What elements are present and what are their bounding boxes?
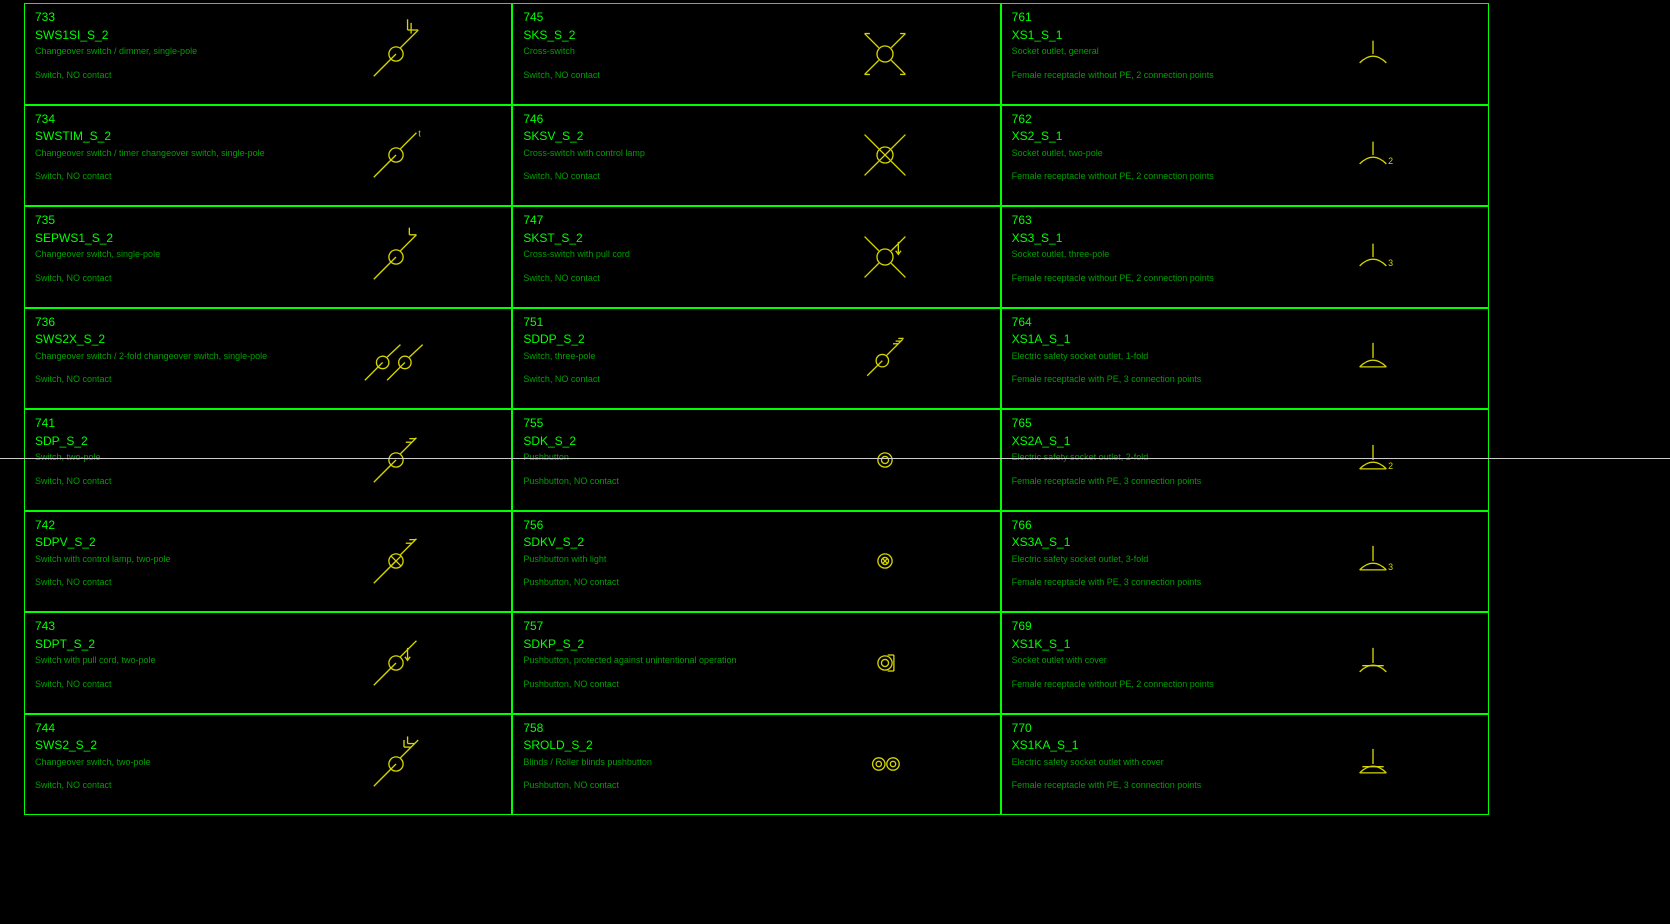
symbol-cell: 756 SDKV_S_2 Pushbutton with light Pushb… [512, 511, 1000, 613]
svg-text:2: 2 [1388, 461, 1393, 471]
symbol-icon [840, 115, 930, 195]
symbol-icon: 2 [1328, 420, 1418, 500]
symbol-cell: 735 SEPWS1_S_2 Changeover switch, single… [24, 206, 512, 308]
symbol-cell: 751 SDDP_S_2 Switch, three-pole Switch, … [512, 308, 1000, 410]
symbol-cell: 761 XS1_S_1 Socket outlet, general Femal… [1001, 3, 1489, 105]
symbol-cell: 757 SDKP_S_2 Pushbutton, protected again… [512, 612, 1000, 714]
symbol-cell: 769 XS1K_S_1 Socket outlet with cover Fe… [1001, 612, 1489, 714]
symbol-icon: t [351, 115, 441, 195]
symbol-icon: 3 [1328, 217, 1418, 297]
symbol-icon [351, 318, 441, 398]
symbol-icon [840, 318, 930, 398]
svg-text:2: 2 [1388, 156, 1393, 166]
symbol-cell: 764 XS1A_S_1 Electric safety socket outl… [1001, 308, 1489, 410]
svg-text:t: t [419, 129, 422, 139]
symbol-cell: 770 XS1KA_S_1 Electric safety socket out… [1001, 714, 1489, 816]
svg-text:3: 3 [1388, 258, 1393, 268]
symbol-icon [351, 724, 441, 804]
symbol-icon [840, 521, 930, 601]
symbol-cell: 747 SKST_S_2 Cross-switch with pull cord… [512, 206, 1000, 308]
symbol-cell: 745 SKS_S_2 Cross-switch Switch, NO cont… [512, 3, 1000, 105]
symbol-icon [840, 420, 930, 500]
symbol-cell: 762 XS2_S_1 Socket outlet, two-pole Fema… [1001, 105, 1489, 207]
symbol-icon [351, 521, 441, 601]
symbol-grid: 733 SWS1SI_S_2 Changeover switch / dimme… [24, 3, 1489, 815]
symbol-cell: 744 SWS2_S_2 Changeover switch, two-pole… [24, 714, 512, 816]
symbol-cell: 743 SDPT_S_2 Switch with pull cord, two-… [24, 612, 512, 714]
symbol-cell: 763 XS3_S_1 Socket outlet, three-pole Fe… [1001, 206, 1489, 308]
symbol-icon [1328, 623, 1418, 703]
symbol-cell: 733 SWS1SI_S_2 Changeover switch / dimme… [24, 3, 512, 105]
symbol-icon [1328, 724, 1418, 804]
symbol-cell: 758 SROLD_S_2 Blinds / Roller blinds pus… [512, 714, 1000, 816]
symbol-cell: 734 SWSTIM_S_2 Changeover switch / timer… [24, 105, 512, 207]
symbol-icon: 2 [1328, 115, 1418, 195]
svg-text:3: 3 [1388, 562, 1393, 572]
symbol-icon [1328, 14, 1418, 94]
symbol-cell: 741 SDP_S_2 Switch, two-pole Switch, NO … [24, 409, 512, 511]
symbol-cell: 765 XS2A_S_1 Electric safety socket outl… [1001, 409, 1489, 511]
symbol-cell: 755 SDK_S_2 Pushbutton Pushbutton, NO co… [512, 409, 1000, 511]
symbol-icon [351, 14, 441, 94]
symbol-icon [840, 623, 930, 703]
symbol-icon [351, 420, 441, 500]
symbol-icon [840, 724, 930, 804]
symbol-icon [351, 217, 441, 297]
symbol-cell: 736 SWS2X_S_2 Changeover switch / 2-fold… [24, 308, 512, 410]
horizontal-divider [0, 458, 1670, 459]
symbol-icon [351, 623, 441, 703]
symbol-icon [840, 217, 930, 297]
symbol-cell: 742 SDPV_S_2 Switch with control lamp, t… [24, 511, 512, 613]
symbol-icon [840, 14, 930, 94]
symbol-cell: 766 XS3A_S_1 Electric safety socket outl… [1001, 511, 1489, 613]
symbol-icon [1328, 318, 1418, 398]
symbol-cell: 746 SKSV_S_2 Cross-switch with control l… [512, 105, 1000, 207]
symbol-icon: 3 [1328, 521, 1418, 601]
